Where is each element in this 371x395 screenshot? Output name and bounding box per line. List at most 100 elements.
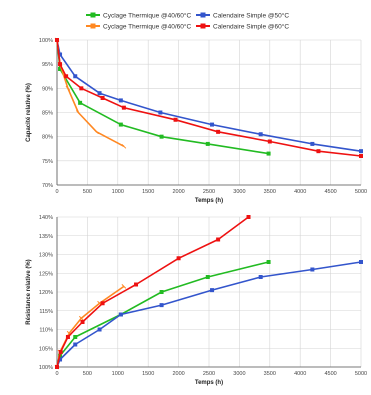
x-tick-label-0-1: 500	[83, 189, 92, 195]
x-tick-label-0-3: 1500	[142, 189, 154, 195]
x-tick-label-1-8: 4000	[294, 371, 306, 377]
data-point-0-2-3	[75, 110, 81, 115]
legend-label-3: Calendaire Simple @60°C	[213, 23, 289, 31]
data-point-1-3-5	[134, 282, 139, 287]
y-tick-label-0-3: 85%	[42, 111, 53, 117]
data-point-0-3-10	[359, 154, 363, 158]
y-axis-label-1: Résistance relative (%)	[26, 259, 32, 324]
x-tick-label-1-0: 0	[55, 371, 58, 377]
y-tick-label-1-0: 100%	[39, 365, 53, 371]
data-point-1-1-4	[118, 312, 123, 317]
data-point-1-2-5	[121, 284, 127, 289]
y-tick-label-1-5: 125%	[39, 271, 53, 277]
data-point-1-1-7	[258, 275, 263, 279]
data-point-0-0-2	[78, 100, 83, 105]
data-point-0-1-1	[58, 52, 63, 57]
x-tick-label-1-9: 4500	[324, 371, 336, 377]
y-tick-label-1-3: 115%	[39, 309, 53, 315]
data-point-0-0-4	[159, 134, 164, 139]
data-point-1-1-5	[159, 303, 164, 308]
data-point-0-2-4	[94, 129, 99, 135]
x-tick-label-0-7: 3500	[264, 189, 276, 195]
data-point-0-3-7	[216, 129, 221, 134]
data-point-1-0-4	[159, 290, 164, 294]
data-point-0-1-8	[310, 141, 315, 146]
x-tick-label-0-2: 1000	[112, 189, 124, 195]
data-point-0-3-6	[173, 117, 178, 122]
x-tick-label-1-4: 2000	[172, 371, 184, 377]
y-tick-label-0-2: 80%	[42, 135, 53, 141]
data-point-0-3-3	[79, 86, 84, 91]
legend-label-1: Calendaire Simple @50°C	[213, 12, 289, 20]
data-point-1-3-7	[216, 237, 221, 242]
data-point-1-3-6	[176, 256, 181, 261]
x-tick-label-1-7: 3500	[264, 371, 276, 377]
x-tick-label-0-5: 2500	[203, 189, 215, 195]
x-tick-label-1-3: 1500	[142, 371, 154, 377]
x-axis-label-0: Temps (h)	[195, 198, 223, 204]
data-point-1-1-8	[310, 267, 315, 272]
x-tick-label-1-2: 1000	[112, 371, 124, 377]
series-line-1-2	[56, 285, 125, 368]
series-line-0-1	[56, 39, 362, 152]
data-point-0-3-2	[64, 74, 69, 79]
resistance-chart: 100% 105% 110% 115% 120% 125% 130% 135% 140% 0 500…	[26, 215, 367, 386]
data-point-0-2-2	[65, 85, 71, 91]
data-point-0-1-7	[258, 132, 263, 137]
x-axis-label-1: Temps (h)	[195, 380, 223, 386]
data-point-1-1-6	[210, 288, 215, 293]
data-point-0-0-3	[118, 122, 123, 127]
y-tick-label-1-1: 105%	[39, 346, 53, 352]
data-point-1-1-3	[97, 327, 102, 332]
data-point-0-1-3	[97, 91, 102, 96]
legend-marker-0	[90, 12, 96, 18]
y-tick-label-0-5: 95%	[42, 62, 53, 68]
y-tick-label-0-4: 90%	[42, 86, 53, 92]
y-axis-label-0: Capacité relative (%)	[26, 83, 32, 142]
data-point-1-0-5	[205, 275, 210, 279]
data-point-0-0-6	[266, 151, 271, 156]
data-point-0-1-4	[118, 98, 123, 103]
data-point-0-0-1	[58, 67, 63, 71]
x-tick-label-1-5: 2500	[203, 371, 215, 377]
y-tick-label-1-6: 130%	[39, 253, 53, 259]
data-point-1-3-0	[55, 365, 59, 369]
legend-label-2: Cyclage Thermique @40/60°C	[103, 23, 192, 31]
x-tick-label-0-0: 0	[55, 189, 58, 195]
data-point-0-3-5	[121, 105, 126, 110]
y-tick-label-1-2: 110%	[39, 328, 53, 334]
data-point-1-3-1	[58, 350, 63, 354]
x-tick-label-0-6: 3000	[233, 189, 245, 195]
data-point-0-3-0	[55, 38, 59, 42]
series-line-1-0	[56, 261, 269, 368]
legend: Cyclage Thermique @40/60°C Calendaire Sim…	[86, 12, 289, 31]
data-point-0-3-1	[58, 62, 63, 67]
legend-marker-1	[200, 12, 206, 18]
data-point-0-3-4	[100, 96, 105, 100]
y-tick-label-0-0: 70%	[42, 183, 53, 189]
data-point-1-3-2	[65, 335, 70, 339]
legend-marker-3	[200, 23, 206, 29]
data-point-1-3-8	[246, 215, 251, 219]
data-point-1-3-4	[100, 301, 105, 306]
legend-marker-2	[90, 23, 96, 29]
x-tick-label-1-6: 3000	[233, 371, 245, 377]
data-point-0-0-5	[205, 141, 210, 146]
data-point-1-1-1	[58, 357, 63, 362]
x-tick-label-0-4: 2000	[172, 189, 184, 195]
y-tick-label-1-7: 135%	[39, 234, 53, 240]
data-point-0-1-2	[73, 74, 78, 79]
capacity-chart: 70% 75% 80% 85% 90% 95% 100% 0 500 1000 1500 2000 25…	[26, 37, 367, 204]
data-point-1-1-9	[359, 260, 363, 264]
data-point-0-1-9	[359, 149, 363, 154]
y-tick-label-1-8: 140%	[39, 215, 53, 221]
data-point-0-3-8	[267, 139, 272, 144]
data-point-1-1-2	[73, 342, 78, 347]
x-tick-label-0-9: 4500	[324, 189, 336, 195]
data-point-0-2-5	[121, 143, 127, 149]
x-tick-label-1-1: 500	[83, 371, 92, 377]
y-tick-label-1-4: 120%	[39, 290, 53, 296]
data-point-1-3-3	[80, 320, 85, 324]
